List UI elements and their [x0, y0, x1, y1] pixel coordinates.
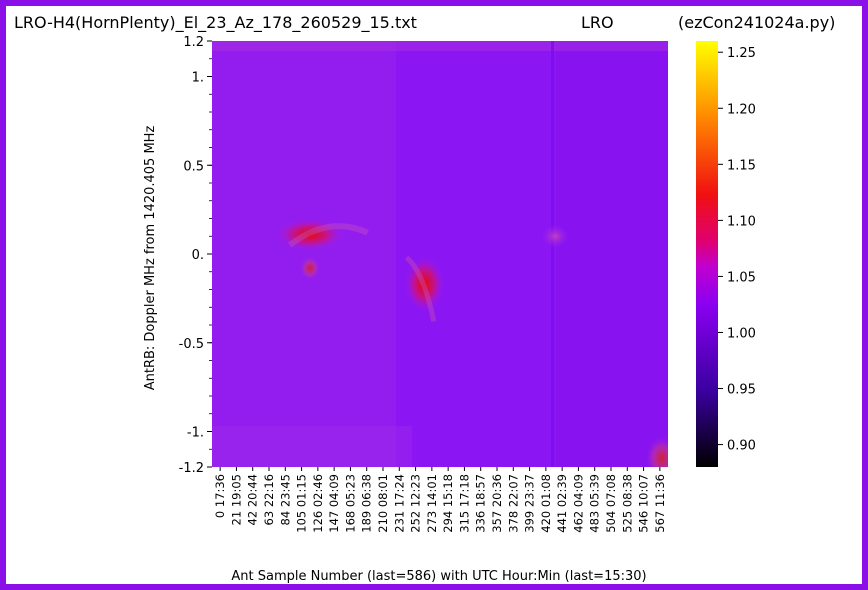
heatmap-region-left	[212, 41, 396, 467]
x-tick-label: 126 02:46	[311, 474, 325, 533]
heatmap-feature	[300, 256, 321, 281]
heatmap-arc	[287, 223, 369, 248]
heatmap-feature	[276, 218, 345, 251]
colorbar-tick-label: 0.90	[727, 439, 756, 454]
x-tick-label: 504 07:08	[604, 474, 618, 533]
x-axis-label: Ant Sample Number (last=586) with UTC Ho…	[231, 569, 646, 584]
x-tick-label: 42 20:44	[246, 474, 260, 525]
x-tick-label: 189 06:38	[360, 474, 374, 533]
x-tick-label: 336 18:57	[474, 474, 488, 533]
colorbar-tick-label: 1.20	[727, 102, 756, 117]
chart-svg: LRO-H4(HornPlenty)_El_23_Az_178_260529_1…	[14, 13, 835, 584]
heatmap-stripe	[551, 41, 554, 467]
x-tick-label: 378 22:07	[506, 474, 520, 533]
y-tick-label: 1.2	[183, 35, 204, 50]
heatmap-feature	[645, 436, 668, 467]
title-center: LRO	[581, 13, 614, 32]
x-tick-label: 294 15:18	[441, 474, 455, 533]
x-tick-label: 84 23:45	[278, 474, 292, 525]
x-tick-label: 252 12:23	[409, 474, 423, 533]
colorbar-axis: 1.25 1.20 1.15 1.10 1.05 1.00 0.95 0.90	[718, 46, 756, 454]
heatmap-feature	[404, 256, 445, 313]
y-tick-label: 0.5	[183, 159, 204, 174]
colorbar	[696, 41, 718, 467]
heatmap-arc	[404, 255, 437, 322]
heatmap-top-band	[212, 41, 668, 51]
x-tick-label: 399 23:37	[523, 474, 537, 533]
x-tick-label: 441 02:39	[555, 474, 569, 533]
title-left: LRO-H4(HornPlenty)_El_23_Az_178_260529_1…	[14, 13, 417, 33]
x-tick-label: 462 04:09	[571, 474, 585, 533]
x-tick-label: 210 08:01	[376, 474, 390, 533]
x-tick-label: 168 05:23	[343, 474, 357, 533]
y-tick-label: -1.2	[179, 461, 204, 476]
heatmap-features	[276, 218, 668, 467]
y-tick-label: 0.	[192, 248, 204, 263]
y-tick-label: -1.	[187, 426, 204, 441]
heatmap	[212, 41, 668, 467]
title-right: (ezCon241024a.py)	[678, 13, 835, 32]
colorbar-tick-label: 0.95	[727, 383, 756, 398]
colorbar-tick-label: 1.05	[727, 270, 756, 285]
colorbar-tick-label: 1.25	[727, 46, 756, 61]
heatmap-bottom-band	[212, 426, 412, 467]
x-tick-label: 231 17:24	[392, 474, 406, 533]
x-tick-label: 483 05:39	[588, 474, 602, 533]
x-tick-label: 357 20:36	[490, 474, 504, 533]
y-tick-label: 1.	[192, 71, 204, 86]
x-tick-label: 420 01:08	[539, 474, 553, 533]
colorbar-tick-label: 1.10	[727, 214, 756, 229]
x-tick-label: 147 04:09	[327, 474, 341, 533]
x-axis: 0 17:36 21 19:05 42 20:44 63 22:16 84 23:45 1…	[213, 467, 667, 533]
x-tick-label: 315 17:18	[457, 474, 471, 533]
heatmap-region-right	[556, 41, 668, 467]
y-axis: 1.2 1. 0.5 0. -0.5 -1. -1.2	[179, 35, 212, 476]
x-tick-label: 567 11:36	[653, 474, 667, 533]
y-tick-label: -0.5	[179, 337, 204, 352]
y-axis-label: AntRB: Doppler MHz from 1420.405 MHz	[143, 126, 158, 391]
x-tick-label: 21 19:05	[229, 474, 243, 525]
x-tick-label: 525 08:38	[620, 474, 634, 533]
colorbar-tick-label: 1.00	[727, 326, 756, 341]
heatmap-region-mid	[396, 41, 556, 467]
x-tick-label: 273 14:01	[425, 474, 439, 533]
x-tick-label: 546 10:07	[637, 474, 651, 533]
colorbar-tick-label: 1.15	[727, 158, 756, 173]
x-tick-label: 0 17:36	[213, 474, 227, 518]
figure: LRO-H4(HornPlenty)_El_23_Az_178_260529_1…	[6, 6, 862, 584]
heatmap-feature	[541, 224, 570, 249]
x-tick-label: 63 22:16	[262, 474, 276, 525]
x-tick-label: 105 01:15	[295, 474, 309, 533]
